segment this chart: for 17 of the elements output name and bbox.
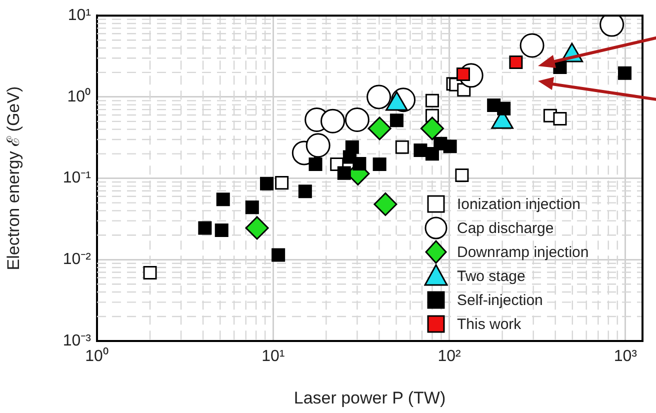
- x-tick-label: 10⁰: [85, 347, 109, 366]
- y-tick-label: 10⁻³: [62, 332, 92, 350]
- x-axis-title: Laser power P (TW): [294, 388, 446, 408]
- x-tick-label: 10²: [438, 348, 462, 366]
- legend-label: Two stage: [457, 268, 526, 284]
- legend-label: Cap discharge: [457, 220, 554, 236]
- y-tick-label: 10⁻¹: [62, 170, 91, 187]
- legend-label: Ionization injection: [457, 196, 580, 212]
- x-tick-label: 10³: [614, 348, 638, 366]
- y-tick-label: 10⁻²: [62, 251, 92, 268]
- x-tick-label: 10¹: [262, 348, 285, 366]
- legend-label: This work: [457, 316, 522, 332]
- y-tick-label: 10¹: [68, 7, 91, 24]
- y-axis-title: Electron energy ℰ (GeV): [4, 86, 23, 270]
- y-tick-label: 10⁰: [67, 87, 91, 106]
- legend-label: Self-injection: [457, 292, 543, 308]
- legend-label: Downramp injection: [457, 244, 589, 260]
